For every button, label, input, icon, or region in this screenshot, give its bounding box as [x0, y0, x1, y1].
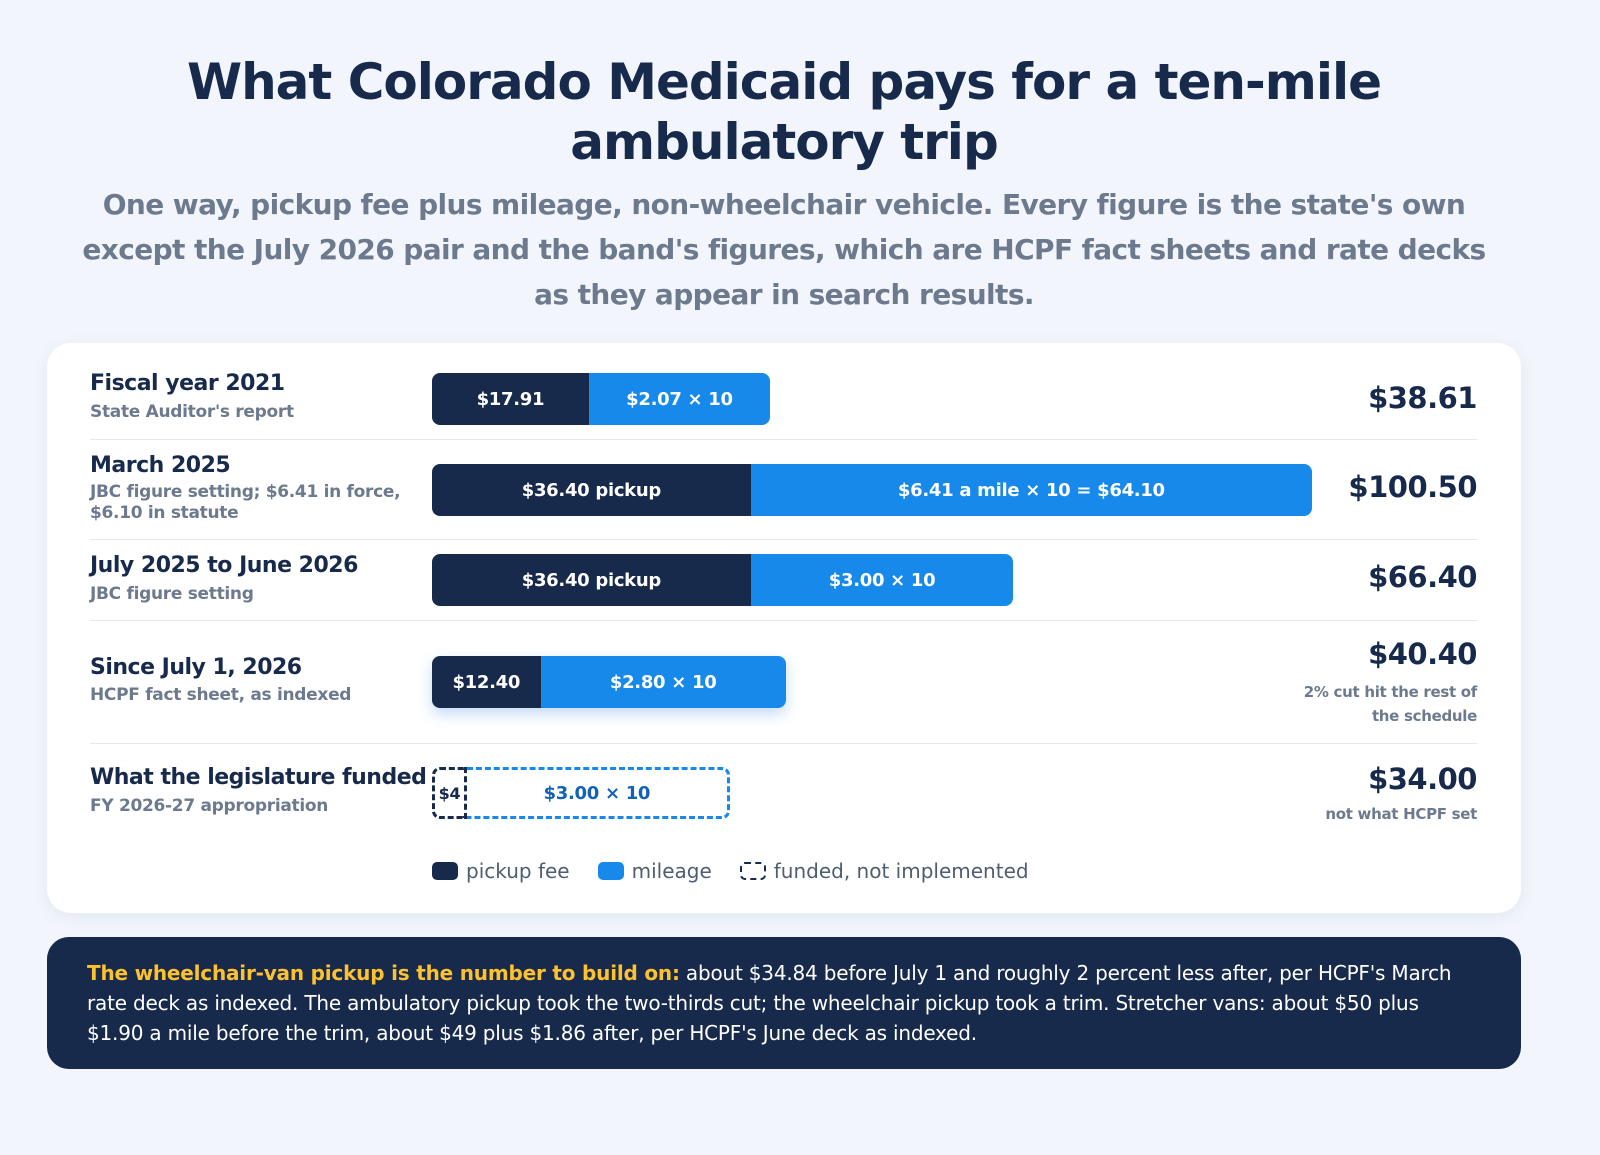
bar-segment-mileage: $3.00 × 10 [750, 554, 1014, 606]
row-total: $100.50 [1348, 470, 1477, 504]
chart-legend: pickup fee mileage funded, not implement… [432, 859, 1057, 883]
row-source: HCPF fact sheet, as indexed [90, 685, 352, 705]
bar-segment-mileage-funded: $3.00 × 10 [467, 767, 730, 819]
bar-segment-pickup-funded: $4 [432, 767, 468, 819]
callout-body: about $34.84 before July 1 and roughly 2… [87, 961, 1452, 1045]
callout-box: The wheelchair-van pickup is the number … [47, 937, 1521, 1069]
bar-segment-pickup: $36.40 pickup [432, 554, 751, 606]
callout-lead: The wheelchair-van pickup is the number … [87, 961, 680, 985]
row-note: not what HCPF set [1325, 805, 1477, 823]
row-source: FY 2026-27 appropriation [90, 796, 329, 816]
bar-segment-mileage: $2.80 × 10 [540, 656, 786, 708]
bar-segment-pickup: $12.40 [432, 656, 541, 708]
legend-item-funded: funded, not implemented [739, 859, 1029, 883]
stacked-bar: $36.40 pickup $3.00 × 10 [432, 554, 1014, 606]
bar-segment-mileage: $6.41 a mile × 10 = $64.10 [750, 464, 1312, 516]
row-total: $38.61 [1368, 381, 1477, 415]
chart-card: Fiscal year 2021 State Auditor's report … [47, 343, 1521, 913]
row-label: March 2025 [90, 453, 231, 478]
chart-row-legislature-funded: What the legislature funded FY 2026-27 a… [90, 744, 1477, 844]
legend-item-mileage: mileage [597, 859, 712, 883]
row-label: Fiscal year 2021 [90, 371, 285, 396]
row-total: $34.00 [1368, 762, 1477, 796]
row-source: JBC figure setting; $6.41 in force, $6.1… [90, 482, 401, 523]
row-source: State Auditor's report [90, 402, 294, 422]
legend-swatch-mileage [597, 862, 624, 880]
chart-row-fy2021: Fiscal year 2021 State Auditor's report … [90, 343, 1477, 440]
legend-label: mileage [631, 859, 712, 883]
row-total: $40.40 [1368, 637, 1477, 671]
bar-segment-pickup: $17.91 [432, 373, 589, 425]
chart-row-march-2025: March 2025 JBC figure setting; $6.41 in … [90, 440, 1477, 540]
stacked-bar: $17.91 $2.07 × 10 [432, 373, 771, 425]
row-label: Since July 1, 2026 [90, 655, 302, 680]
stacked-bar-funded: $4 $3.00 × 10 [432, 767, 730, 819]
legend-label: pickup fee [466, 859, 570, 883]
page-subtitle: One way, pickup fee plus mileage, non-wh… [82, 188, 1486, 311]
legend-swatch-pickup [432, 862, 458, 880]
legend-item-pickup: pickup fee [432, 859, 570, 883]
row-label: What the legislature funded [90, 765, 427, 790]
stacked-bar: $36.40 pickup $6.41 a mile × 10 = $64.10 [432, 464, 1312, 516]
chart-row-july-2026: Since July 1, 2026 HCPF fact sheet, as i… [90, 621, 1477, 744]
legend-label: funded, not implemented [773, 859, 1029, 883]
stacked-bar: $12.40 $2.80 × 10 [432, 656, 786, 708]
row-total: $66.40 [1368, 560, 1477, 594]
chart-row-fy2025-26: July 2025 to June 2026 JBC figure settin… [90, 540, 1477, 621]
row-source: JBC figure setting [90, 584, 254, 604]
row-label: July 2025 to June 2026 [90, 553, 358, 578]
legend-swatch-funded [739, 862, 766, 880]
bar-segment-pickup: $36.40 pickup [432, 464, 751, 516]
page-title: What Colorado Medicaid pays for a ten-mi… [186, 53, 1382, 171]
row-note: 2% cut hit the rest of the schedule [1303, 683, 1478, 725]
bar-segment-mileage: $2.07 × 10 [588, 373, 771, 425]
